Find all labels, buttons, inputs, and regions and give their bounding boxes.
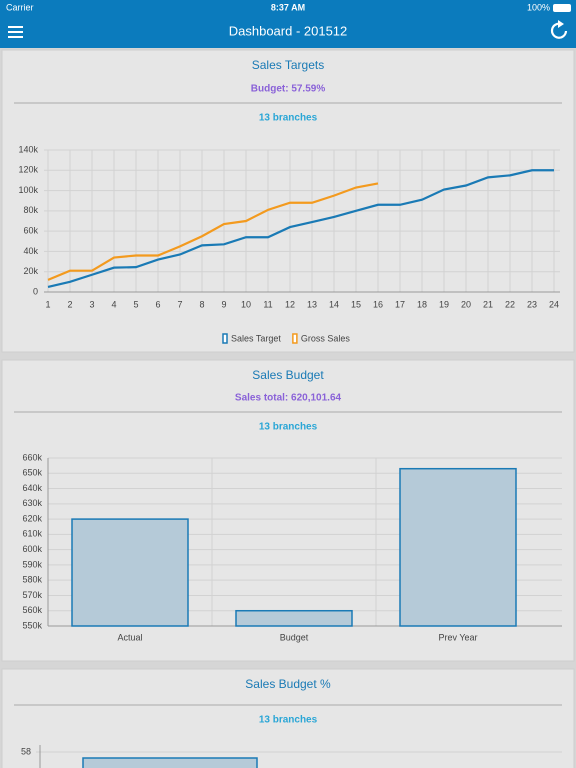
- menu-button[interactable]: [8, 26, 23, 38]
- x-tick-label: Budget: [280, 632, 309, 642]
- legend-swatch: [292, 333, 298, 344]
- x-tick-label: 10: [241, 299, 251, 309]
- x-tick-label: 12: [285, 299, 295, 309]
- y-tick-label: 590k: [22, 559, 42, 569]
- x-tick-label: 15: [351, 299, 361, 309]
- x-tick-label: 11: [263, 299, 272, 309]
- x-tick-label: 6: [155, 299, 160, 309]
- y-tick-label: 620k: [22, 513, 42, 523]
- y-tick-label: 0: [33, 286, 38, 296]
- y-tick-label: 60k: [23, 226, 38, 236]
- bar-partial: [82, 757, 258, 768]
- carrier: Carrier: [6, 2, 34, 12]
- y-tick-label: 120k: [18, 165, 38, 175]
- card-subtitle: Budget: 57.59%: [251, 84, 326, 95]
- legend-label: Sales Target: [231, 333, 281, 343]
- x-tick-label: 24: [549, 299, 559, 309]
- y-tick-label: 580k: [22, 575, 42, 585]
- bar: [235, 609, 353, 627]
- app-bar: [0, 0, 576, 48]
- x-tick-label: 23: [527, 299, 537, 309]
- x-tick-label: 7: [177, 299, 182, 309]
- y-tick-label: 610k: [22, 529, 42, 539]
- bar: [399, 467, 517, 627]
- legend-swatch: [222, 333, 228, 344]
- x-tick-label: 3: [89, 299, 94, 309]
- y-tick-label: 660k: [22, 452, 42, 462]
- y-tick-label: 20k: [23, 266, 38, 276]
- y-tick-label: 560k: [22, 605, 42, 615]
- y-tick-label: 570k: [22, 590, 42, 600]
- card: [1, 49, 575, 353]
- battery-icon: [553, 4, 571, 12]
- x-tick-label: 8: [199, 299, 204, 309]
- x-tick-label: Prev Year: [438, 632, 477, 642]
- branch-count: 13 branches: [259, 422, 318, 433]
- x-tick-label: 19: [439, 299, 449, 309]
- x-tick-label: 18: [417, 299, 427, 309]
- y-tick-label: 640k: [22, 483, 42, 493]
- y-tick-label: 630k: [22, 498, 42, 508]
- branch-count: 13 branches: [259, 715, 318, 726]
- x-tick-label: 17: [395, 299, 405, 309]
- branch-count: 13 branches: [259, 113, 318, 124]
- card-title: Sales Budget %: [245, 677, 331, 691]
- x-tick-label: Actual: [117, 632, 142, 642]
- battery-text: 100%: [527, 2, 550, 12]
- y-tick-label: 600k: [22, 544, 42, 554]
- bar: [71, 518, 189, 627]
- x-tick-label: 4: [111, 299, 116, 309]
- refresh-button[interactable]: [550, 20, 568, 39]
- y-tick-label: 40k: [23, 246, 38, 256]
- line-series: [47, 182, 379, 281]
- y-tick-label: 80k: [23, 205, 38, 215]
- y-tick-label: 550k: [22, 620, 42, 630]
- y-tick-label: 100k: [18, 185, 38, 195]
- y-tick-label: 58: [21, 746, 31, 756]
- y-tick-label: 650k: [22, 468, 42, 478]
- y-tick-label: 140k: [18, 144, 38, 154]
- x-tick-label: 5: [133, 299, 138, 309]
- card-title: Sales Targets: [252, 58, 325, 72]
- legend-label: Gross Sales: [301, 333, 351, 343]
- x-tick-label: 14: [329, 299, 339, 309]
- x-tick-label: 9: [221, 299, 226, 309]
- card-subtitle: Sales total: 620,101.64: [235, 393, 342, 404]
- header-title: Dashboard - 201512: [229, 23, 348, 38]
- x-tick-label: 22: [505, 299, 515, 309]
- card-title: Sales Budget: [252, 368, 324, 382]
- x-tick-label: 21: [483, 299, 493, 309]
- x-tick-label: 20: [461, 299, 471, 309]
- clock: 8:37 AM: [271, 2, 305, 12]
- line-series: [47, 169, 554, 289]
- x-tick-label: 2: [67, 299, 72, 309]
- x-tick-label: 1: [45, 299, 50, 309]
- x-tick-label: 13: [307, 299, 317, 309]
- x-tick-label: 16: [373, 299, 383, 309]
